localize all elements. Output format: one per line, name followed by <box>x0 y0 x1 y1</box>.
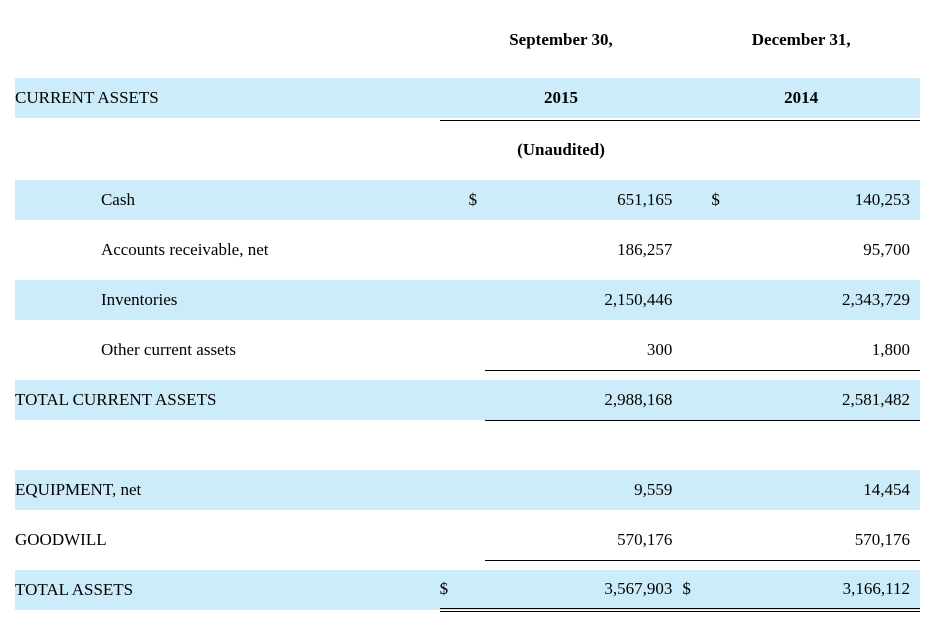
unaudited-note: (Unaudited) <box>440 130 683 170</box>
row-inv: Inventories 2,150,446 2,343,729 <box>15 280 920 320</box>
val-tca-2: 2,581,482 <box>728 380 920 420</box>
balance-sheet-table: September 30, December 31, CURRENT ASSET… <box>15 20 920 616</box>
row-total-assets: TOTAL ASSETS $ 3,567,903 $ 3,166,112 <box>15 570 920 610</box>
current-assets-header-row: CURRENT ASSETS 2015 2014 <box>15 78 920 118</box>
row-total-current-assets: TOTAL CURRENT ASSETS 2,988,168 2,581,482 <box>15 380 920 420</box>
year-2: 2014 <box>682 78 920 118</box>
period-2-header: December 31, <box>682 20 920 60</box>
sym-ta-1: $ <box>440 570 486 610</box>
period-header-row: September 30, December 31, <box>15 20 920 60</box>
val-gw-1: 570,176 <box>485 520 682 560</box>
row-oca: Other current assets 300 1,800 <box>15 330 920 370</box>
row-equipment: EQUIPMENT, net 9,559 14,454 <box>15 470 920 510</box>
val-ar-2: 95,700 <box>728 230 920 270</box>
sym-cash-1: $ <box>440 180 486 220</box>
val-ar-1: 186,257 <box>485 230 682 270</box>
val-gw-2: 570,176 <box>728 520 920 560</box>
label-inv: Inventories <box>101 280 440 320</box>
val-tca-1: 2,988,168 <box>485 380 682 420</box>
unaudited-row: (Unaudited) <box>15 130 920 170</box>
label-total-assets: TOTAL ASSETS <box>15 570 440 610</box>
row-goodwill: GOODWILL 570,176 570,176 <box>15 520 920 560</box>
label-equipment: EQUIPMENT, net <box>15 470 440 510</box>
row-cash: Cash $ 651,165 $ 140,253 <box>15 180 920 220</box>
val-oca-1: 300 <box>485 330 682 370</box>
sym-cash-2: $ <box>682 180 728 220</box>
val-cash-1: 651,165 <box>485 180 682 220</box>
val-inv-2: 2,343,729 <box>728 280 920 320</box>
current-assets-title: CURRENT ASSETS <box>15 78 440 118</box>
label-ar: Accounts receivable, net <box>101 230 440 270</box>
val-equip-2: 14,454 <box>728 470 920 510</box>
label-total-current-assets: TOTAL CURRENT ASSETS <box>15 380 440 420</box>
val-ta-1: 3,567,903 <box>485 570 682 610</box>
label-goodwill: GOODWILL <box>15 520 440 560</box>
period-1-header: September 30, <box>440 20 683 60</box>
row-ar: Accounts receivable, net 186,257 95,700 <box>15 230 920 270</box>
sym-ta-2: $ <box>682 570 728 610</box>
val-ta-2: 3,166,112 <box>728 570 920 610</box>
val-cash-2: 140,253 <box>728 180 920 220</box>
label-cash: Cash <box>101 180 440 220</box>
label-oca: Other current assets <box>101 330 440 370</box>
val-oca-2: 1,800 <box>728 330 920 370</box>
val-equip-1: 9,559 <box>485 470 682 510</box>
total-assets-double-rule <box>15 610 920 616</box>
year-1: 2015 <box>440 78 683 118</box>
val-inv-1: 2,150,446 <box>485 280 682 320</box>
